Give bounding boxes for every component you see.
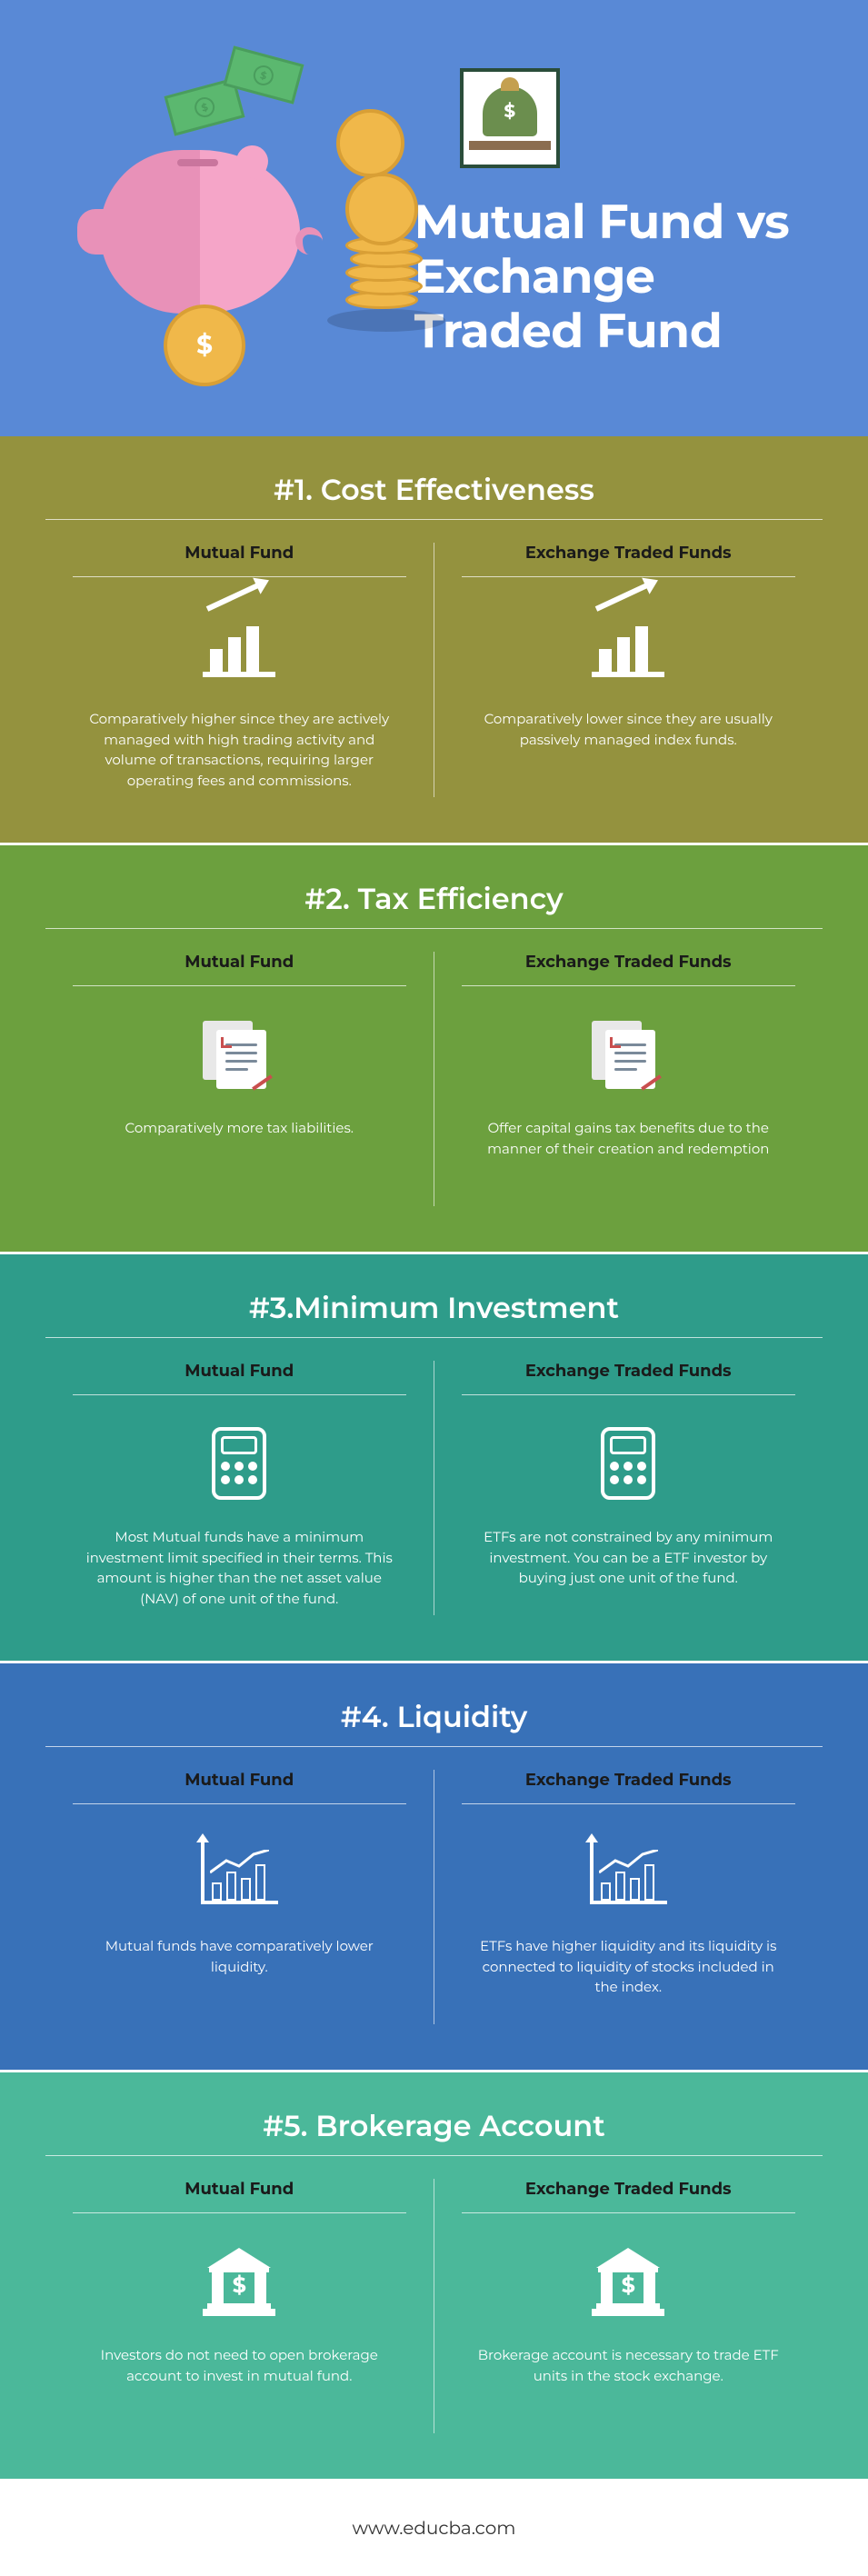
column-text: Brokerage account is necessary to trade … — [474, 2345, 783, 2386]
mutual-fund-column: Mutual Fund $ Investors do not need to o… — [45, 2179, 434, 2433]
section-minimum-investment: #3.Minimum Investment Mutual Fund Most M… — [0, 1254, 868, 1663]
bank-icon: $ — [198, 2241, 280, 2322]
column-header: Mutual Fund — [73, 2179, 406, 2213]
mutual-fund-column: Mutual Fund Most Mutual funds have a min… — [45, 1361, 434, 1615]
etf-column: Exchange Traded Funds Comparatively lowe… — [434, 543, 823, 797]
column-header: Exchange Traded Funds — [462, 1361, 796, 1395]
bar-chart-icon — [203, 604, 275, 686]
column-header: Mutual Fund — [73, 1361, 406, 1395]
bank-icon: $ — [587, 2241, 669, 2322]
documents-icon — [203, 1013, 275, 1095]
section-liquidity: #4. Liquidity Mutual Fund Mutual funds h… — [0, 1663, 868, 2072]
section-brokerage-account: #5. Brokerage Account Mutual Fund $ Inve… — [0, 2072, 868, 2481]
section-title: #2. Tax Efficiency — [45, 882, 823, 929]
etf-column: Exchange Traded Funds Offer capital gain… — [434, 952, 823, 1206]
column-text: ETFs have higher liquidity and its liqui… — [474, 1936, 783, 1998]
infographic-container: $ $ $ $ Mutual Fund vs Exchange Traded F… — [0, 0, 868, 2576]
column-header: Mutual Fund — [73, 543, 406, 577]
column-text: Mutual funds have comparatively lower li… — [85, 1936, 394, 1977]
column-text: Investors do not need to open brokerage … — [85, 2345, 394, 2386]
column-text: Offer capital gains tax benefits due to … — [474, 1118, 783, 1159]
column-text: Comparatively lower since they are usual… — [474, 709, 783, 750]
section-cost-effectiveness: #1. Cost Effectiveness Mutual Fund Compa… — [0, 436, 868, 845]
line-chart-icon — [590, 1832, 667, 1913]
column-text: Most Mutual funds have a minimum investm… — [85, 1527, 394, 1609]
header-illustration: $ $ $ — [55, 45, 396, 382]
mutual-fund-column: Mutual Fund Mutual funds have comparativ… — [45, 1770, 434, 2024]
line-chart-icon — [201, 1832, 278, 1913]
calculator-icon — [212, 1423, 266, 1504]
column-text: ETFs are not constrained by any minimum … — [474, 1527, 783, 1589]
page-title: Mutual Fund vs Exchange Traded Fund — [414, 195, 813, 358]
header: $ $ $ $ Mutual Fund vs Exchange Traded F… — [0, 0, 868, 436]
column-header: Mutual Fund — [73, 1770, 406, 1804]
etf-column: Exchange Traded Funds $ Brokerage accoun… — [434, 2179, 823, 2433]
section-title: #4. Liquidity — [45, 1700, 823, 1747]
column-header: Exchange Traded Funds — [462, 543, 796, 577]
documents-icon — [592, 1013, 664, 1095]
column-header: Exchange Traded Funds — [462, 2179, 796, 2213]
piggy-bank-icon: $ $ $ — [82, 127, 318, 327]
footer: www.educba.com — [0, 2481, 868, 2576]
footer-url: www.educba.com — [352, 2518, 515, 2540]
section-title: #3.Minimum Investment — [45, 1291, 823, 1338]
money-bag-icon: $ — [460, 68, 560, 168]
etf-column: Exchange Traded Funds ETFs have higher l… — [434, 1770, 823, 2024]
column-header: Exchange Traded Funds — [462, 1770, 796, 1804]
calculator-icon — [601, 1423, 655, 1504]
column-text: Comparatively higher since they are acti… — [85, 709, 394, 791]
etf-column: Exchange Traded Funds ETFs are not const… — [434, 1361, 823, 1615]
bar-chart-icon — [592, 604, 664, 686]
mutual-fund-column: Mutual Fund Comparatively more tax liabi… — [45, 952, 434, 1206]
column-text: Comparatively more tax liabilities. — [125, 1118, 354, 1139]
section-title: #5. Brokerage Account — [45, 2109, 823, 2156]
section-tax-efficiency: #2. Tax Efficiency Mutual Fund Comparati… — [0, 845, 868, 1254]
mutual-fund-column: Mutual Fund Comparatively higher since t… — [45, 543, 434, 797]
column-header: Exchange Traded Funds — [462, 952, 796, 986]
column-header: Mutual Fund — [73, 952, 406, 986]
section-title: #1. Cost Effectiveness — [45, 473, 823, 520]
